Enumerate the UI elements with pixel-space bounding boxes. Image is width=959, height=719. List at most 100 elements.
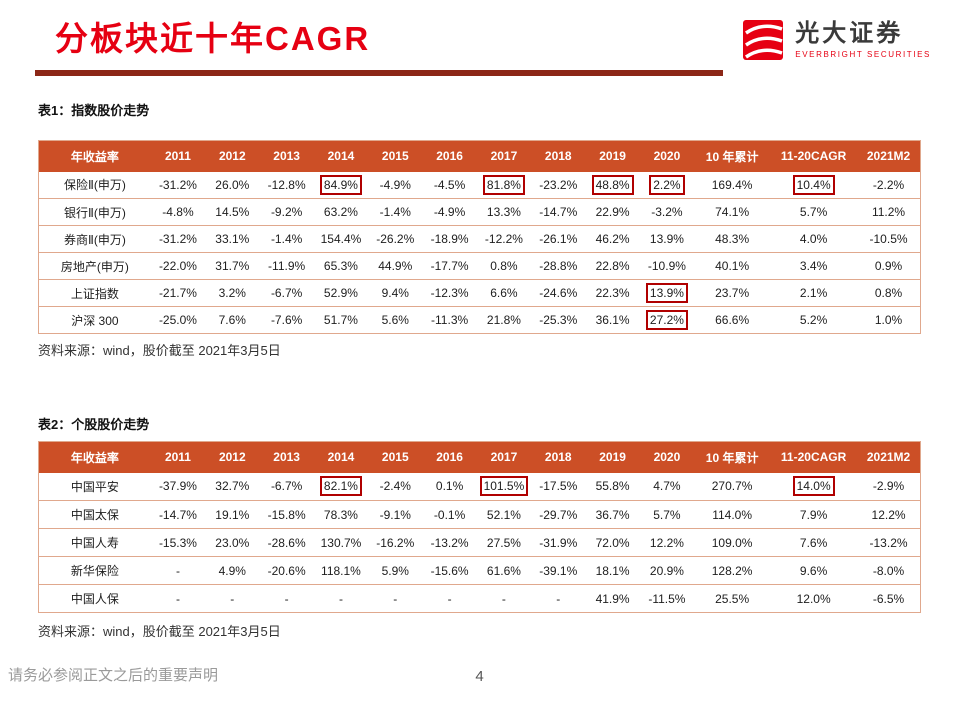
cell-value: -26.2% — [368, 225, 423, 253]
cell-value: - — [476, 584, 532, 613]
column-header: 2015 — [368, 441, 423, 473]
cell-value: -22.0% — [150, 252, 206, 280]
table2-caption: 表2：个股股价走势 — [38, 417, 150, 432]
cell-value: -7.6% — [259, 306, 314, 334]
column-header: 2019 — [585, 441, 640, 473]
column-header: 2011 — [150, 140, 206, 172]
cell-value: 11.2% — [857, 198, 921, 226]
cell-value: 78.3% — [313, 500, 369, 529]
cell-value: 101.5% — [476, 472, 532, 501]
table-row: 房地产(申万) -22.0% 31.7% -11.9% 65.3% 44.9% -17.7%… — [38, 252, 921, 280]
row-label: 房地产(申万) — [38, 252, 151, 280]
cell-value: 9.6% — [770, 556, 858, 585]
table1: 年收益率 2011 2012 2013 2014 2015 2016 2017 2018 2019… — [38, 140, 921, 334]
cell-value: 13.9% — [639, 225, 695, 253]
cell-value: 13.3% — [476, 198, 532, 226]
cell-value: -11.5% — [639, 584, 695, 613]
column-header: 11-20CAGR — [770, 140, 858, 172]
cell-value: 0.8% — [476, 252, 532, 280]
cell-value: 20.9% — [639, 556, 695, 585]
table-row: 券商Ⅱ(申万) -31.2% 33.1% -1.4% 154.4% -26.2% -18.9… — [38, 225, 921, 253]
cell-value: -0.1% — [422, 500, 477, 529]
cell-value: 41.9% — [585, 584, 640, 613]
row-label: 银行Ⅱ(申万) — [38, 198, 151, 226]
table-row: 上证指数 -21.7% 3.2% -6.7% 52.9% 9.4% -12.3% 6.6% -2… — [38, 279, 921, 307]
cell-value: -12.8% — [259, 171, 314, 199]
cell-value: 7.6% — [205, 306, 260, 334]
cell-value: -37.9% — [150, 472, 206, 501]
page-title: 分板块近十年CAGR — [55, 20, 371, 57]
cell-value: -6.5% — [857, 584, 921, 613]
cell-value: 3.4% — [770, 252, 858, 280]
column-header: 2016 — [422, 441, 477, 473]
cell-value: -4.9% — [368, 171, 423, 199]
table-row: 保险Ⅱ(申万) -31.2% 26.0% -12.8% 84.9% -4.9% -4.5% 8… — [38, 171, 921, 199]
cell-value: 55.8% — [585, 472, 640, 501]
cell-value: - — [368, 584, 423, 613]
cell-value: 23.7% — [694, 279, 771, 307]
cell-value: 63.2% — [313, 198, 369, 226]
cell-value: -21.7% — [150, 279, 206, 307]
cell-value: -10.5% — [857, 225, 921, 253]
cell-value: - — [205, 584, 260, 613]
column-header: 10 年累计 — [694, 140, 771, 172]
cell-value: 81.8% — [476, 171, 532, 199]
cell-value: -2.9% — [857, 472, 921, 501]
table-row: 中国太保 -14.7% 19.1% -15.8% 78.3% -9.1% -0.1% 52.1… — [38, 500, 921, 529]
cell-value: 22.9% — [585, 198, 640, 226]
cell-value: -9.2% — [259, 198, 314, 226]
cell-value: 19.1% — [205, 500, 260, 529]
cell-value: -1.4% — [259, 225, 314, 253]
cell-value: 128.2% — [694, 556, 771, 585]
cell-value: -2.4% — [368, 472, 423, 501]
row-label: 沪深 300 — [38, 306, 151, 334]
cell-value: 52.1% — [476, 500, 532, 529]
cell-value: 25.5% — [694, 584, 771, 613]
cell-value: -17.7% — [422, 252, 477, 280]
cell-value: -28.8% — [531, 252, 586, 280]
cell-value: -15.3% — [150, 528, 206, 557]
cell-value: 27.5% — [476, 528, 532, 557]
cell-value: -11.3% — [422, 306, 477, 334]
cell-value: -16.2% — [368, 528, 423, 557]
cell-value: -39.1% — [531, 556, 586, 585]
cell-value: 65.3% — [313, 252, 369, 280]
cell-value: 12.0% — [770, 584, 858, 613]
cell-value: 52.9% — [313, 279, 369, 307]
column-header: 2017 — [476, 140, 532, 172]
cell-value: 114.0% — [694, 500, 771, 529]
cell-value: -4.8% — [150, 198, 206, 226]
cell-value: -15.6% — [422, 556, 477, 585]
cell-value: 32.7% — [205, 472, 260, 501]
cell-value: 74.1% — [694, 198, 771, 226]
cell-value: -15.8% — [259, 500, 314, 529]
brand-subtitle: EVERBRIGHT SECURITIES — [795, 50, 931, 60]
highlight-box: 82.1% — [319, 476, 362, 497]
cell-value: -8.0% — [857, 556, 921, 585]
column-header: 2011 — [150, 441, 206, 473]
cell-value: -12.2% — [476, 225, 532, 253]
cell-value: -23.2% — [531, 171, 586, 199]
column-header: 2015 — [368, 140, 423, 172]
cell-value: 84.9% — [313, 171, 369, 199]
cell-value: 82.1% — [313, 472, 369, 501]
row-label: 中国平安 — [38, 472, 151, 501]
cell-value: 27.2% — [639, 306, 695, 334]
highlight-box: 27.2% — [645, 309, 688, 331]
footer-disclaimer: 请务必参阅正文之后的重要声明 — [8, 667, 219, 684]
table-row: 中国人保 - - - - - - - -41.9% -11.5% 25.5% 12.0% -6.5% — [38, 584, 921, 613]
brand-text: 光大证券 EVERBRIGHT SECURITIES — [795, 20, 931, 60]
column-header: 2014 — [313, 441, 369, 473]
cell-value: 46.2% — [585, 225, 640, 253]
cell-value: 4.9% — [205, 556, 260, 585]
cell-value: - — [259, 584, 314, 613]
table2-source: 资料来源：wind，股价截至 2021年3月5日 — [38, 624, 281, 639]
row-label: 中国人寿 — [38, 528, 151, 557]
cell-value: 5.7% — [770, 198, 858, 226]
cell-value: 12.2% — [857, 500, 921, 529]
cell-value: - — [313, 584, 369, 613]
cell-value: 14.0% — [770, 472, 858, 501]
row-label: 中国人保 — [38, 584, 151, 613]
brand-logo: 光大证券 EVERBRIGHT SECURITIES — [742, 18, 931, 62]
